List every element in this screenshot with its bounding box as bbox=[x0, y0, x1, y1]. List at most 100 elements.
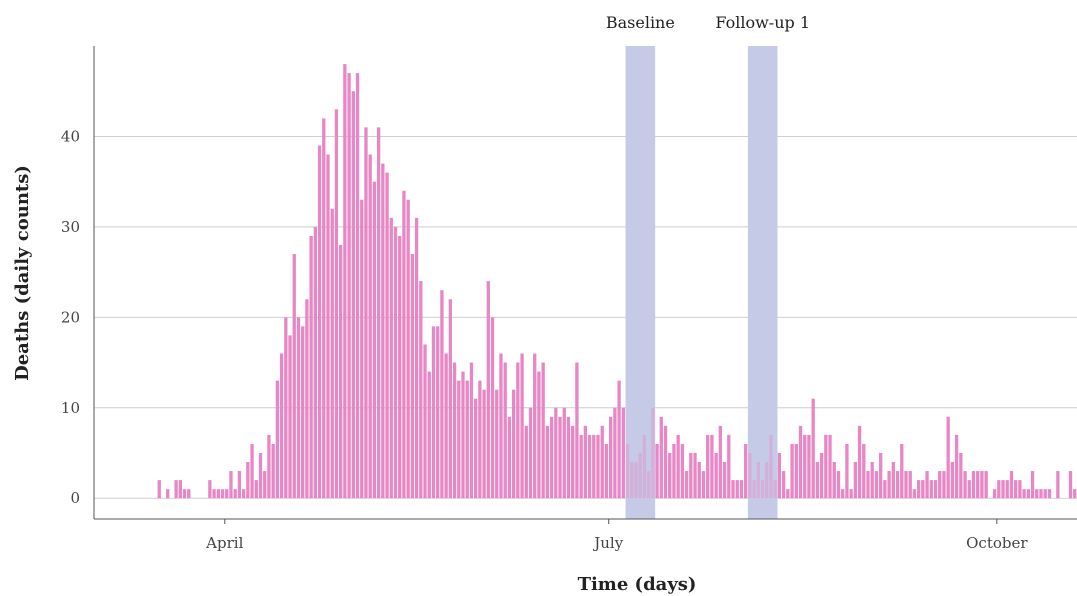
daily-death-bar bbox=[925, 471, 929, 499]
daily-death-bar bbox=[731, 480, 735, 499]
daily-death-bar bbox=[879, 452, 883, 499]
daily-death-bar bbox=[182, 489, 187, 499]
daily-death-bar bbox=[410, 254, 415, 499]
daily-death-bar bbox=[777, 452, 782, 499]
daily-death-bar bbox=[1022, 489, 1026, 499]
daily-death-bar bbox=[343, 64, 347, 499]
daily-death-bar bbox=[1043, 489, 1047, 499]
y-tick-label: 30 bbox=[61, 218, 80, 236]
daily-death-bars bbox=[157, 64, 1077, 499]
daily-death-bar bbox=[811, 398, 815, 499]
daily-death-bar bbox=[992, 489, 997, 499]
daily-death-bar bbox=[1018, 480, 1022, 499]
daily-death-bar bbox=[706, 434, 710, 499]
daily-death-bar bbox=[710, 434, 714, 499]
daily-death-bar bbox=[372, 181, 377, 499]
daily-death-bar bbox=[870, 462, 874, 499]
daily-death-bar bbox=[921, 480, 925, 499]
daily-death-bar bbox=[950, 462, 955, 499]
daily-death-bar bbox=[495, 389, 499, 499]
daily-death-bar bbox=[794, 443, 798, 499]
daily-death-bar bbox=[524, 425, 528, 499]
daily-death-bar bbox=[246, 462, 250, 499]
y-tick-label: 40 bbox=[61, 127, 80, 145]
daily-death-bar bbox=[469, 362, 474, 499]
daily-death-bar bbox=[330, 208, 334, 499]
daily-death-bar bbox=[229, 471, 233, 499]
daily-death-bar bbox=[444, 353, 448, 499]
period-band-label: Follow-up 1 bbox=[715, 13, 810, 32]
period-band-overlay bbox=[625, 46, 656, 519]
daily-death-bar bbox=[672, 443, 676, 499]
y-tick-labels: 0 10 20 30 40 bbox=[61, 127, 80, 507]
daily-death-bar bbox=[360, 199, 364, 499]
daily-death-bar bbox=[566, 416, 571, 499]
x-tick-label: April bbox=[205, 534, 243, 552]
x-tick-labels: April July October bbox=[205, 519, 1028, 552]
daily-death-bar bbox=[1026, 489, 1030, 499]
daily-death-bar bbox=[967, 480, 971, 499]
daily-death-bar bbox=[819, 452, 824, 499]
daily-death-bar bbox=[486, 281, 490, 499]
daily-death-bar bbox=[465, 380, 469, 499]
period-band-overlay bbox=[747, 46, 778, 519]
daily-death-bar bbox=[419, 281, 423, 499]
daily-death-bar bbox=[980, 471, 984, 499]
daily-death-bar bbox=[516, 362, 520, 499]
daily-death-bar bbox=[503, 362, 507, 499]
daily-death-bar bbox=[874, 471, 879, 499]
daily-death-bar bbox=[1056, 471, 1060, 499]
daily-death-bar bbox=[554, 407, 558, 499]
daily-death-bar bbox=[393, 226, 398, 499]
daily-death-bar bbox=[916, 480, 921, 499]
daily-death-bar bbox=[798, 425, 803, 499]
daily-death-bar bbox=[457, 380, 461, 499]
daily-death-bar bbox=[157, 480, 161, 499]
daily-death-bar bbox=[1014, 480, 1018, 499]
daily-death-bar bbox=[845, 443, 849, 499]
daily-death-bar bbox=[254, 480, 258, 499]
daily-death-bar bbox=[448, 299, 453, 499]
daily-death-bar bbox=[440, 290, 444, 499]
daily-death-bar bbox=[853, 462, 858, 499]
daily-death-bar bbox=[545, 425, 550, 499]
daily-death-bar bbox=[558, 416, 562, 499]
daily-death-bar bbox=[579, 434, 583, 499]
daily-death-bar bbox=[689, 452, 693, 499]
daily-death-bar bbox=[1030, 471, 1035, 499]
daily-death-bar bbox=[895, 471, 900, 499]
daily-death-bar bbox=[1005, 480, 1009, 499]
daily-death-bar bbox=[499, 353, 503, 499]
x-tick-label: July bbox=[592, 534, 623, 552]
daily-death-bar bbox=[684, 471, 689, 499]
daily-death-bar bbox=[663, 425, 668, 499]
x-axis-title: Time (days) bbox=[578, 574, 697, 595]
daily-death-bar bbox=[427, 371, 431, 499]
daily-death-bar bbox=[322, 118, 326, 499]
daily-death-bar bbox=[511, 389, 516, 499]
daily-death-bar bbox=[1035, 489, 1039, 499]
daily-death-bar bbox=[178, 480, 182, 499]
daily-death-bar bbox=[735, 480, 739, 499]
daily-death-bar bbox=[668, 452, 672, 499]
daily-death-bar bbox=[857, 425, 862, 499]
daily-death-bar bbox=[963, 471, 967, 499]
daily-death-bar bbox=[309, 235, 313, 499]
daily-death-bar bbox=[841, 489, 845, 499]
daily-death-bar bbox=[722, 462, 727, 499]
daily-death-bar bbox=[537, 371, 541, 499]
daily-death-bar bbox=[1009, 471, 1014, 499]
daily-death-bar bbox=[233, 489, 237, 499]
daily-death-bar bbox=[275, 380, 280, 499]
daily-death-bar bbox=[351, 91, 355, 499]
daily-death-bar bbox=[225, 489, 229, 499]
daily-death-bar bbox=[250, 443, 254, 499]
daily-death-bar bbox=[790, 443, 794, 499]
daily-death-bar bbox=[883, 480, 887, 499]
daily-death-bar bbox=[1073, 489, 1077, 499]
daily-death-bar bbox=[587, 434, 592, 499]
daily-death-bar bbox=[1047, 489, 1052, 499]
x-tick-label: October bbox=[966, 534, 1028, 552]
daily-death-bar bbox=[887, 471, 891, 499]
daily-death-bar bbox=[187, 489, 191, 499]
